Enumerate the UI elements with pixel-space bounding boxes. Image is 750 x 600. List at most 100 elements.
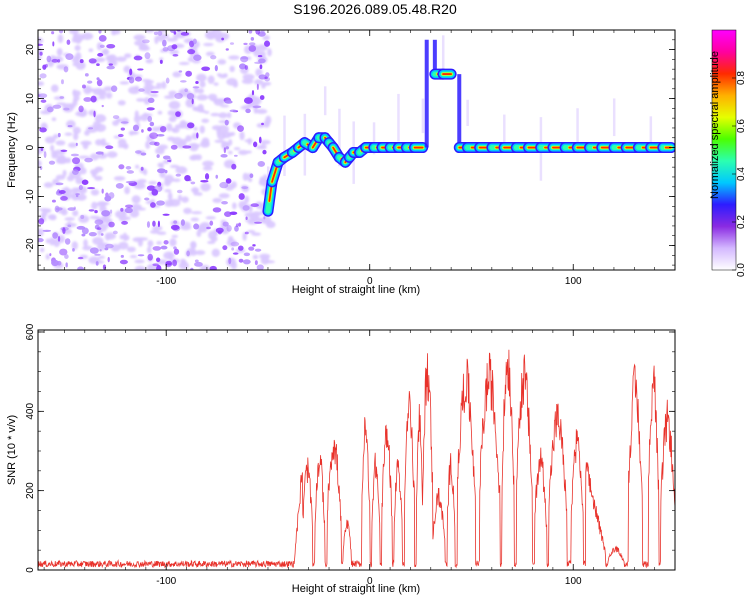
noise-blob — [181, 196, 189, 203]
noise-blob — [161, 81, 167, 90]
noise-blob — [255, 201, 263, 209]
noise-blob — [184, 174, 191, 182]
noise-blob — [181, 121, 188, 126]
frequency-ridge — [262, 35, 675, 217]
noise-blob — [187, 49, 196, 55]
noise-blob — [51, 117, 57, 122]
y-tick-label: 0 — [25, 567, 36, 573]
noise-blob — [166, 37, 178, 42]
noise-blob — [135, 164, 140, 169]
noise-blob — [162, 213, 170, 216]
noise-blob — [186, 250, 190, 257]
noise-blob — [98, 30, 102, 34]
noise-blob — [38, 43, 44, 47]
noise-blob — [134, 259, 145, 264]
noise-blob — [43, 151, 47, 159]
noise-blob — [46, 55, 52, 63]
noise-blob — [109, 209, 113, 214]
noise-blob — [38, 237, 44, 243]
noise-blob — [98, 255, 105, 259]
x-tick-label: -100 — [156, 276, 176, 287]
noise-blob — [152, 263, 159, 267]
noise-blob — [191, 98, 194, 105]
noise-blob — [217, 230, 222, 235]
noise-blob — [149, 121, 155, 127]
noise-blob — [167, 136, 176, 142]
noise-blob — [222, 221, 229, 227]
noise-blob — [102, 264, 107, 270]
noise-blob — [150, 90, 159, 94]
y-tick-label: 0 — [25, 144, 36, 150]
noise-blob — [152, 246, 162, 251]
noise-blob — [178, 61, 190, 66]
noise-blob — [45, 253, 50, 260]
noise-blob — [81, 233, 86, 237]
noise-blob — [195, 81, 199, 85]
noise-blob — [238, 149, 249, 156]
noise-blob — [247, 230, 256, 234]
noise-blob — [145, 58, 154, 64]
noise-blob — [144, 197, 150, 201]
noise-blob — [224, 211, 232, 218]
noise-blob — [91, 171, 97, 178]
noise-blob — [147, 253, 153, 261]
noise-blob — [218, 112, 228, 119]
noise-blob — [77, 266, 85, 270]
noise-blob — [193, 54, 202, 61]
noise-blob — [71, 241, 78, 250]
noise-blob — [118, 241, 129, 250]
noise-blob — [151, 189, 159, 196]
noise-blob — [88, 231, 97, 237]
noise-blob — [146, 107, 155, 111]
noise-blob — [57, 235, 61, 242]
noise-blob — [238, 193, 245, 200]
noise-blob — [94, 253, 101, 256]
noise-blob — [123, 234, 130, 241]
noise-blob — [120, 127, 125, 131]
noise-blob — [211, 248, 220, 257]
noise-blob — [223, 147, 227, 154]
noise-blob — [134, 110, 139, 119]
noise-blob — [58, 30, 64, 34]
noise-blob — [193, 223, 200, 230]
noise-blob — [215, 174, 219, 179]
ridge-streak — [612, 98, 616, 137]
noise-blob — [209, 220, 214, 226]
noise-blob — [194, 259, 199, 263]
chart-title: S196.2026.089.05.48.R20 — [293, 1, 457, 17]
noise-blob — [229, 109, 238, 113]
noise-blob — [263, 40, 271, 47]
noise-blob — [156, 154, 160, 158]
noise-blob — [170, 224, 180, 231]
noise-blob — [257, 160, 266, 167]
noise-blob — [240, 106, 246, 110]
noise-blob — [62, 169, 67, 177]
noise-blob — [224, 119, 229, 126]
noise-blob — [133, 34, 146, 41]
noise-blob — [232, 202, 237, 210]
ridge-streak — [503, 114, 506, 152]
noise-blob — [75, 177, 84, 185]
noise-blob — [167, 192, 173, 201]
noise-scatter — [38, 30, 276, 270]
noise-blob — [96, 79, 103, 87]
noise-blob — [39, 127, 47, 133]
noise-blob — [144, 52, 151, 60]
noise-blob — [99, 249, 102, 252]
y-tick-label: 20 — [25, 44, 36, 56]
noise-blob — [74, 44, 81, 52]
noise-blob — [105, 243, 114, 249]
noise-blob — [115, 183, 124, 189]
noise-blob — [162, 33, 169, 39]
noise-blob — [229, 211, 238, 215]
noise-blob — [234, 225, 239, 232]
noise-blob — [146, 80, 155, 84]
colorbar-label: Normalized spectral amplitude — [709, 51, 721, 199]
noise-blob — [115, 56, 127, 62]
noise-blob — [146, 246, 152, 254]
noise-blob — [38, 94, 41, 98]
noise-blob — [63, 107, 70, 111]
noise-blob — [243, 252, 251, 257]
noise-blob — [159, 59, 163, 64]
noise-blob — [51, 58, 59, 63]
